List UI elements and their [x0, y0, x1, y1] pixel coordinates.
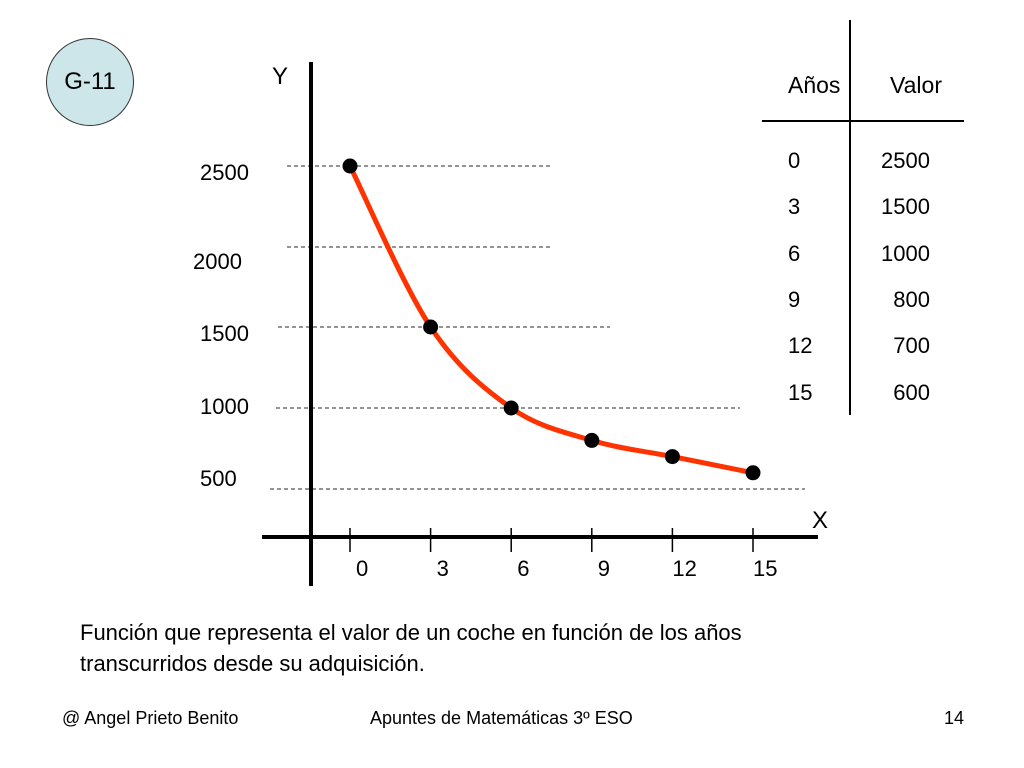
table-cell-years: 0: [788, 148, 801, 173]
caption-line-2: transcurridos desde su adquisición.: [80, 651, 425, 676]
y-tick-label: 1000: [200, 394, 249, 419]
slide-code-badge: G-11: [46, 38, 134, 126]
caption-line-1: Función que representa el valor de un co…: [80, 620, 742, 645]
x-axis-label: X: [812, 507, 828, 534]
y-tick-label: 2000: [193, 249, 242, 274]
table-cell-years: 15: [788, 379, 813, 405]
y-tick-label: 2500: [200, 160, 249, 185]
table-divider-vertical: [849, 20, 851, 415]
value-curve: [347, 163, 756, 476]
table-cell-value: 800: [893, 286, 930, 312]
x-tick-label: 3: [437, 556, 449, 581]
caption: Función que representa el valor de un co…: [80, 617, 900, 679]
gridlines: [270, 165, 805, 490]
data-point: [664, 449, 680, 465]
table-cell-value: 1500: [881, 194, 930, 220]
x-tick-label: 15: [753, 556, 777, 581]
table-header-years: Años: [788, 72, 841, 98]
table-cell-years: 6: [788, 240, 801, 266]
table-divider-horizontal: [762, 120, 964, 122]
table-cell-value: 600: [893, 379, 930, 405]
table-cell-value: 700: [893, 333, 930, 359]
footer-page-number: 14: [944, 708, 965, 728]
footer-author: @ Angel Prieto Benito: [62, 708, 239, 728]
y-tick-label: 1500: [200, 321, 249, 346]
y-axis-label: Y: [272, 63, 288, 90]
table-header-value: Valor: [890, 72, 942, 98]
data-points: [342, 158, 761, 481]
data-table: Años Valor 0 2500 3 1500 6 1000 9 800 12 700 15 600: [760, 20, 970, 420]
x-tick-label: 9: [598, 556, 610, 581]
data-point: [503, 400, 519, 416]
data-point: [745, 465, 761, 481]
data-point: [423, 319, 439, 335]
y-tick-labels: 500 1000 1500 2000 2500: [193, 160, 249, 491]
table-cell-years: 12: [788, 333, 813, 359]
table-cell-years: 9: [788, 286, 801, 312]
table-cell-value: 1000: [881, 240, 930, 266]
table-cell-years: 3: [788, 194, 801, 220]
chart: 0 3 6 9 12 15 500 1000 1500 2000 2500 Y X: [193, 62, 828, 586]
x-ticks: 0 3 6 9 12 15: [349, 528, 777, 581]
x-tick-label: 6: [517, 556, 529, 581]
y-tick-label: 500: [200, 466, 237, 491]
data-point: [584, 432, 600, 448]
x-tick-label: 12: [672, 556, 696, 581]
x-tick-label: 0: [356, 556, 368, 581]
table-cell-value: 2500: [881, 148, 930, 173]
footer-course: Apuntes de Matemáticas 3º ESO: [370, 708, 633, 728]
data-point: [342, 158, 358, 174]
